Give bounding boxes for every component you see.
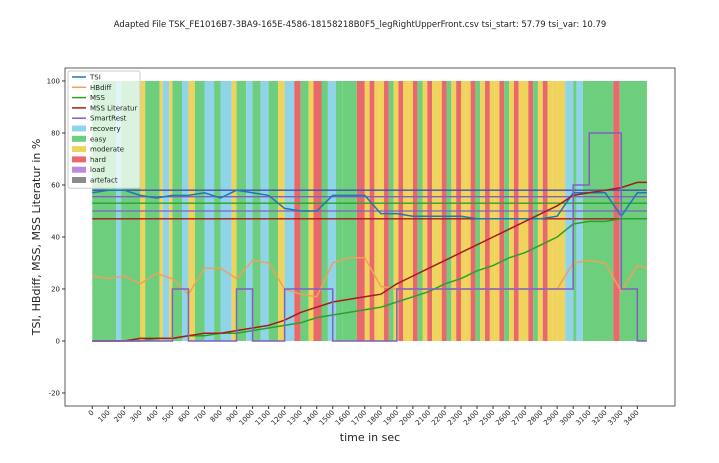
legend-swatch [72, 166, 86, 173]
y-tick-label: 100 [47, 78, 60, 86]
legend-label: artefact [90, 177, 118, 185]
series-line [92, 257, 648, 298]
legend-label: hard [90, 156, 106, 164]
series-line [92, 181, 647, 342]
legend-label: recovery [90, 125, 121, 133]
legend-label: MSS [90, 94, 105, 102]
legend-swatch [72, 146, 86, 153]
y-tick-label: -20 [49, 390, 60, 398]
legend-swatch [72, 125, 86, 132]
legend: TSI HBdiff MSS MSS Literatur SmartRest recove… [67, 70, 141, 189]
legend-swatch [72, 135, 86, 142]
legend-label: SmartRest [90, 115, 127, 123]
legend-swatch [72, 156, 86, 163]
series-line [92, 189, 647, 220]
x-tick-label: 0 [87, 409, 96, 418]
legend-label: easy [90, 135, 106, 143]
y-tick-label: 40 [51, 234, 60, 242]
series-line [92, 132, 647, 342]
legend-label: HBdiff [90, 84, 111, 92]
y-tick-label: 20 [51, 286, 60, 294]
legend-label: MSS Literatur [90, 104, 137, 112]
x-axis-label: time in sec [340, 431, 400, 444]
y-tick-label: 80 [51, 130, 60, 138]
legend-swatch [72, 177, 86, 183]
chart-title: Adapted File TSK_FE1016B7-3BA9-165E-4586… [114, 20, 607, 30]
y-axis-label: TSI, HBdiff, MSS, MSS Literatur in % [30, 139, 43, 337]
legend-label: moderate [90, 146, 124, 154]
legend-label: TSI [89, 74, 101, 82]
legend-label: load [90, 166, 105, 174]
plot-area [92, 81, 648, 342]
y-tick-label: 0 [56, 338, 60, 346]
y-tick-label: 60 [51, 182, 60, 190]
